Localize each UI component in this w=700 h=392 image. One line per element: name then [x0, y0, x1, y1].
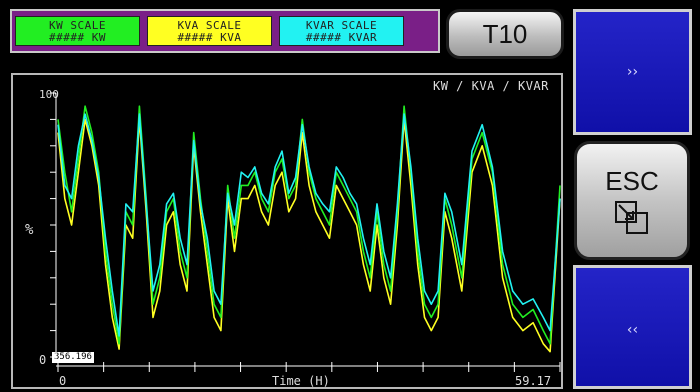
series-line-0	[57, 105, 561, 345]
series-line-2	[57, 113, 561, 337]
chart-units-label: KW / KVA / KVAR	[433, 79, 549, 93]
esc-label: ESC	[605, 166, 659, 196]
kva-scale-box: KVA SCALE ##### KVA	[147, 16, 272, 46]
x-axis-label: Time (H)	[272, 374, 330, 388]
kw-scale-value: ##### KW	[49, 31, 106, 44]
esc-button[interactable]: ESC	[574, 141, 690, 260]
y-axis-label: %	[25, 222, 34, 238]
y-top-tick-label: 100	[39, 88, 59, 101]
kva-scale-value: ##### KVA	[177, 31, 242, 44]
x-end-tick-label: 59.17	[515, 374, 552, 388]
kvar-scale-value: ##### KVAR	[305, 31, 378, 44]
prev-page-button[interactable]: ‹‹	[573, 265, 692, 389]
kvar-scale-box: KVAR SCALE ##### KVAR	[279, 16, 404, 46]
next-page-button[interactable]: ››	[573, 9, 692, 135]
series-line-1	[57, 118, 561, 353]
scale-legend-bar: KW SCALE ##### KW KVA SCALE ##### KVA KV…	[10, 9, 440, 53]
kvar-scale-title: KVAR SCALE	[305, 19, 378, 32]
cursor-readout: 356.196	[52, 352, 94, 363]
kw-scale-box: KW SCALE ##### KW	[15, 16, 140, 46]
kva-scale-title: KVA SCALE	[177, 19, 242, 32]
trend-chart: KW / KVA / KVAR	[11, 73, 563, 389]
kw-scale-title: KW SCALE	[49, 19, 106, 32]
y-bottom-tick-label: 0	[39, 353, 47, 367]
t10-button[interactable]: T10	[446, 9, 564, 59]
x-start-tick-label: 0	[59, 374, 67, 388]
window-exit-icon	[615, 201, 648, 234]
